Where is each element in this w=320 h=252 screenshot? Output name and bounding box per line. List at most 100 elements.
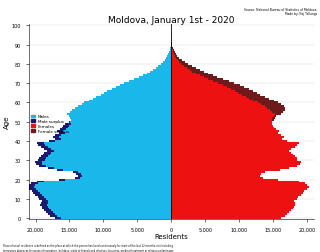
- Bar: [171, 206, 294, 208]
- Bar: [265, 106, 284, 108]
- Bar: [161, 64, 171, 66]
- Bar: [171, 217, 281, 219]
- Bar: [42, 206, 171, 208]
- Bar: [171, 89, 249, 90]
- Bar: [60, 129, 66, 131]
- Bar: [33, 192, 171, 194]
- Bar: [47, 150, 171, 152]
- Bar: [31, 183, 38, 185]
- Bar: [171, 73, 208, 75]
- Bar: [171, 192, 303, 194]
- Bar: [134, 79, 171, 81]
- Bar: [163, 62, 171, 64]
- Bar: [171, 43, 172, 44]
- Bar: [57, 169, 63, 171]
- Bar: [143, 75, 171, 77]
- Bar: [57, 131, 171, 133]
- Bar: [42, 208, 171, 210]
- Bar: [171, 56, 177, 58]
- Bar: [184, 66, 192, 68]
- Bar: [171, 121, 272, 123]
- Bar: [73, 171, 171, 173]
- Bar: [156, 68, 171, 69]
- Bar: [171, 140, 287, 142]
- Bar: [57, 169, 171, 171]
- Bar: [55, 217, 61, 219]
- Bar: [171, 135, 281, 137]
- Bar: [44, 148, 51, 150]
- Bar: [75, 177, 80, 179]
- Bar: [52, 137, 59, 139]
- Bar: [171, 46, 172, 48]
- Bar: [171, 87, 244, 89]
- Bar: [179, 62, 185, 64]
- Bar: [33, 192, 40, 194]
- Bar: [52, 137, 171, 139]
- Bar: [42, 206, 48, 208]
- Bar: [96, 96, 171, 98]
- Bar: [124, 83, 171, 85]
- Bar: [55, 139, 61, 140]
- Bar: [27, 186, 34, 188]
- Bar: [171, 183, 305, 185]
- Bar: [171, 166, 297, 167]
- Bar: [176, 58, 179, 60]
- Bar: [55, 135, 61, 137]
- Bar: [171, 181, 299, 183]
- Bar: [258, 102, 278, 104]
- Bar: [38, 160, 171, 162]
- Bar: [78, 175, 82, 177]
- Bar: [171, 148, 291, 150]
- Bar: [192, 71, 204, 73]
- Bar: [171, 71, 204, 73]
- Bar: [171, 81, 229, 83]
- Bar: [171, 137, 284, 139]
- Bar: [73, 171, 78, 173]
- Bar: [171, 102, 278, 104]
- Bar: [44, 210, 51, 212]
- Bar: [112, 89, 171, 90]
- Bar: [171, 44, 172, 46]
- Bar: [218, 83, 234, 85]
- Bar: [200, 75, 212, 77]
- Text: Place of usual residence is defined as the place at which the person has lived c: Place of usual residence is defined as t…: [3, 243, 174, 252]
- Bar: [69, 121, 70, 123]
- Bar: [49, 140, 171, 142]
- Bar: [44, 152, 171, 154]
- Bar: [39, 166, 46, 167]
- Bar: [41, 156, 171, 158]
- Bar: [249, 98, 269, 100]
- Bar: [104, 92, 171, 94]
- Bar: [171, 185, 308, 186]
- Bar: [72, 110, 171, 112]
- Bar: [171, 212, 289, 213]
- Bar: [235, 90, 252, 92]
- Bar: [39, 198, 171, 200]
- Bar: [189, 69, 200, 71]
- Bar: [171, 167, 289, 169]
- Bar: [89, 100, 171, 102]
- Bar: [171, 77, 217, 79]
- Bar: [116, 87, 171, 89]
- Bar: [28, 185, 171, 186]
- Bar: [171, 179, 278, 181]
- Bar: [171, 204, 295, 206]
- Bar: [38, 144, 171, 146]
- Bar: [31, 191, 171, 192]
- Bar: [171, 96, 266, 98]
- Bar: [171, 156, 295, 158]
- Bar: [57, 131, 63, 133]
- Bar: [171, 52, 174, 54]
- Bar: [170, 50, 171, 52]
- Bar: [181, 64, 188, 66]
- Bar: [171, 110, 285, 112]
- Bar: [165, 60, 171, 62]
- Bar: [171, 210, 291, 212]
- Bar: [129, 81, 171, 83]
- Bar: [51, 215, 171, 217]
- Bar: [171, 139, 282, 140]
- Bar: [171, 119, 274, 121]
- Bar: [223, 85, 240, 87]
- Bar: [41, 146, 171, 148]
- Bar: [171, 66, 192, 68]
